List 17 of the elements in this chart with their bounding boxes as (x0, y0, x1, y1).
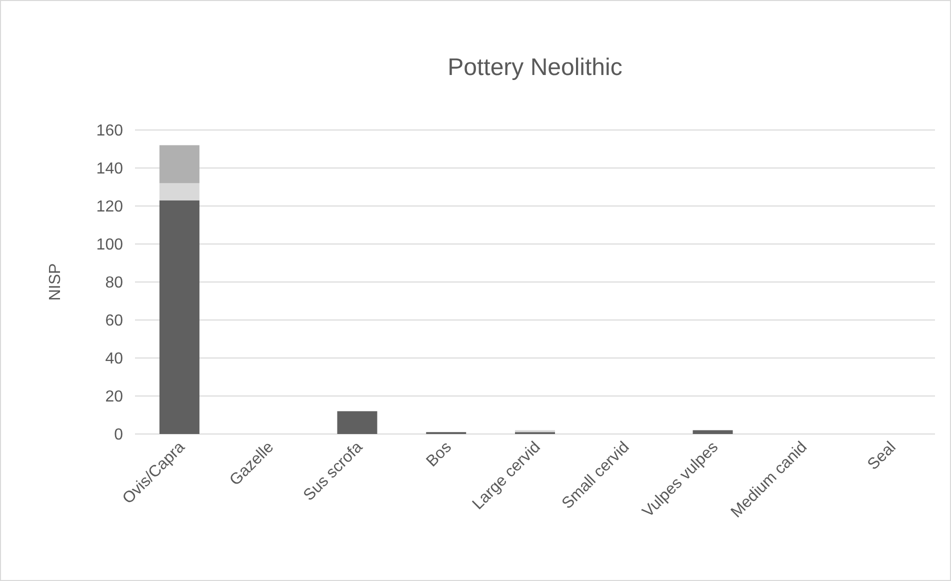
y-tick-label: 60 (105, 312, 124, 330)
bar (159, 183, 200, 200)
chart-title: Pottery Neolithic (448, 54, 622, 81)
y-tick-label: 100 (96, 236, 124, 254)
x-tick-label: Bos (423, 438, 455, 470)
y-tick-label: 0 (114, 426, 124, 444)
y-tick-label: 80 (105, 274, 124, 292)
y-axis-title: NISP (47, 263, 64, 301)
y-tick-label: 140 (96, 160, 124, 178)
y-tick-label: 120 (96, 198, 124, 216)
bar (159, 200, 200, 434)
y-tick-label: 20 (105, 388, 124, 406)
bar (692, 430, 733, 434)
y-tick-label: 160 (96, 122, 124, 140)
bar (159, 145, 200, 184)
bar (337, 411, 378, 434)
y-tick-label: 40 (105, 350, 124, 368)
